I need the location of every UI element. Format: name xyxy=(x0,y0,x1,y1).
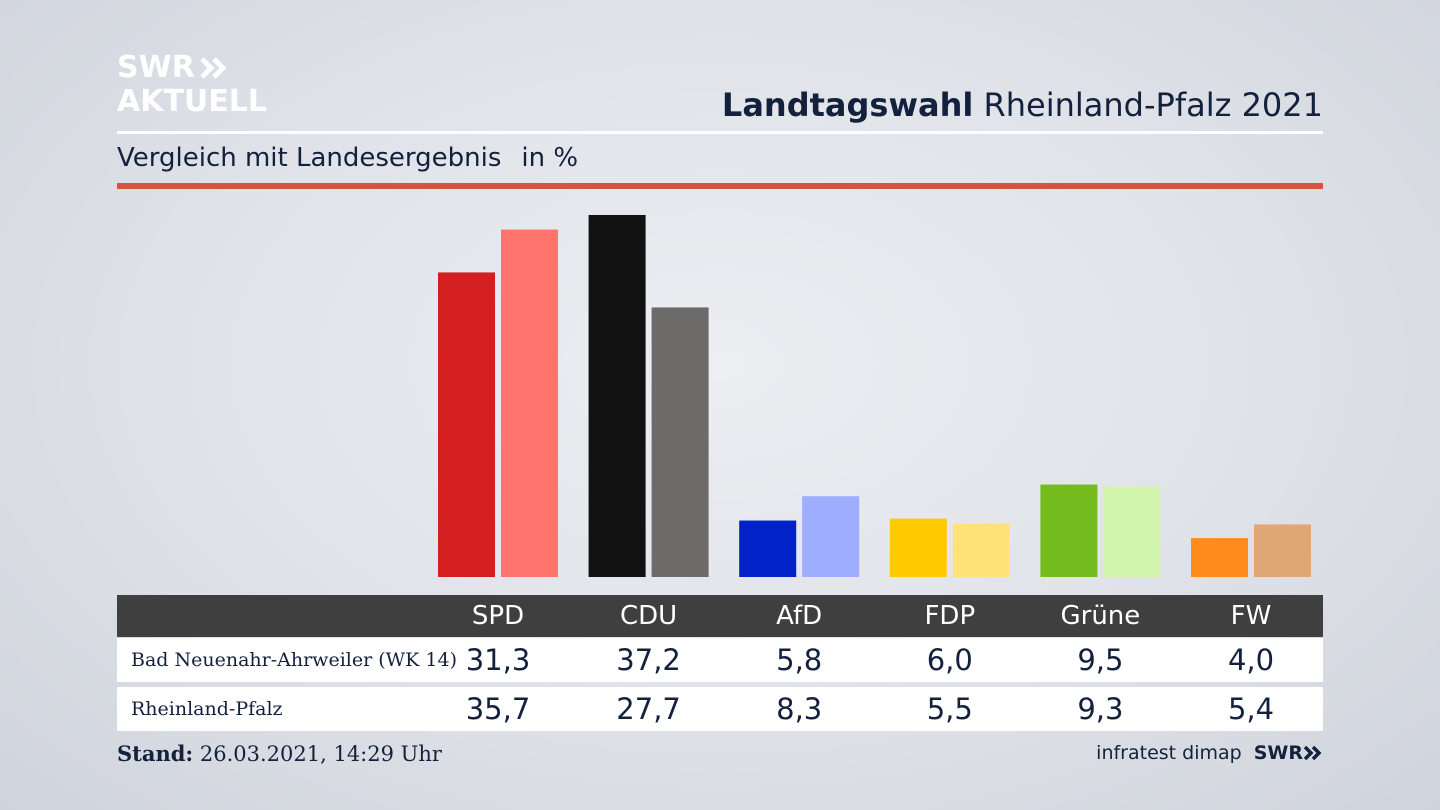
subtitle-text: Vergleich mit Landesergebnis xyxy=(117,143,502,173)
bar-cdu-series2 xyxy=(651,307,709,577)
bar-chart xyxy=(438,215,1311,577)
table-header: SPD CDU AfD FDP Grüne FW xyxy=(117,595,1323,637)
value-cell: 9,5 xyxy=(1077,643,1124,677)
subtitle-unit: in % xyxy=(521,143,579,173)
value-cell: 5,4 xyxy=(1227,692,1275,726)
bar-grne-series1 xyxy=(1040,484,1098,577)
bar-fw-series2 xyxy=(1254,524,1311,577)
chart-subtitle: Vergleich mit Landesergebnis in % xyxy=(117,143,578,173)
logo-line2: AKTUELL xyxy=(117,84,268,119)
source-credit: infratest dimap SWR xyxy=(1096,742,1323,764)
title-divider xyxy=(117,131,1323,134)
title-rest: Rheinland-Pfalz 2021 xyxy=(983,86,1323,124)
row-label: Rheinland-Pfalz xyxy=(131,698,283,720)
swr-aktuell-logo: SWR AKTUELL xyxy=(117,53,267,117)
value-cell: 37,2 xyxy=(616,643,681,677)
value-cell: 5,5 xyxy=(926,692,973,726)
results-table: SPD CDU AfD FDP Grüne FW Bad Neuenahr-Ahrweil… xyxy=(117,595,1323,731)
value-cell: 6,0 xyxy=(926,643,973,677)
stand-value: 26.03.2021, 14:29 Uhr xyxy=(199,742,442,766)
value-cell: 27,7 xyxy=(616,692,681,726)
value-cell: 9,3 xyxy=(1077,692,1124,726)
bar-spd-series2 xyxy=(501,229,558,577)
page-title: Landtagswahl Rheinland-Pfalz 2021 xyxy=(722,86,1323,124)
bar-fdp-series1 xyxy=(889,518,947,577)
bar-afd-series1 xyxy=(739,520,797,577)
bar-afd-series2 xyxy=(802,496,860,577)
footer-swr-logo: SWR xyxy=(1254,742,1323,764)
category-label: AfD xyxy=(776,601,823,631)
table-row: Bad Neuenahr-Ahrweiler (WK 14) 31,3 37,2 5… xyxy=(117,638,1323,682)
value-cell: 5,8 xyxy=(776,643,823,677)
category-label: FW xyxy=(1230,601,1272,631)
row-label: Bad Neuenahr-Ahrweiler (WK 14) xyxy=(131,649,457,671)
accent-divider xyxy=(117,183,1323,189)
bar-grne-series2 xyxy=(1103,486,1161,577)
title-bold: Landtagswahl xyxy=(721,86,974,124)
source-text: infratest dimap xyxy=(1096,742,1242,764)
bar-fw-series1 xyxy=(1191,538,1248,577)
bar-cdu-series1 xyxy=(588,215,646,577)
value-cell: 31,3 xyxy=(465,643,531,677)
logo-line1: SWR xyxy=(117,50,195,85)
timestamp: Stand: 26.03.2021, 14:29 Uhr xyxy=(117,741,442,766)
value-cell: 8,3 xyxy=(776,692,823,726)
value-cell: 4,0 xyxy=(1227,643,1275,677)
footer-logo-text: SWR xyxy=(1253,742,1303,764)
bar-spd-series1 xyxy=(438,272,495,577)
category-label: SPD xyxy=(471,601,525,631)
category-label: CDU xyxy=(619,601,678,631)
category-label: Grüne xyxy=(1060,601,1141,631)
double-chevron-icon xyxy=(200,57,227,79)
double-chevron-icon xyxy=(1303,745,1322,761)
table-row: Rheinland-Pfalz 35,7 27,7 8,3 5,5 9,3 5,4 xyxy=(117,687,1323,731)
category-label: FDP xyxy=(924,601,976,631)
stand-label: Stand: xyxy=(117,741,194,766)
value-cell: 35,7 xyxy=(465,692,531,726)
bar-fdp-series2 xyxy=(952,523,1010,577)
